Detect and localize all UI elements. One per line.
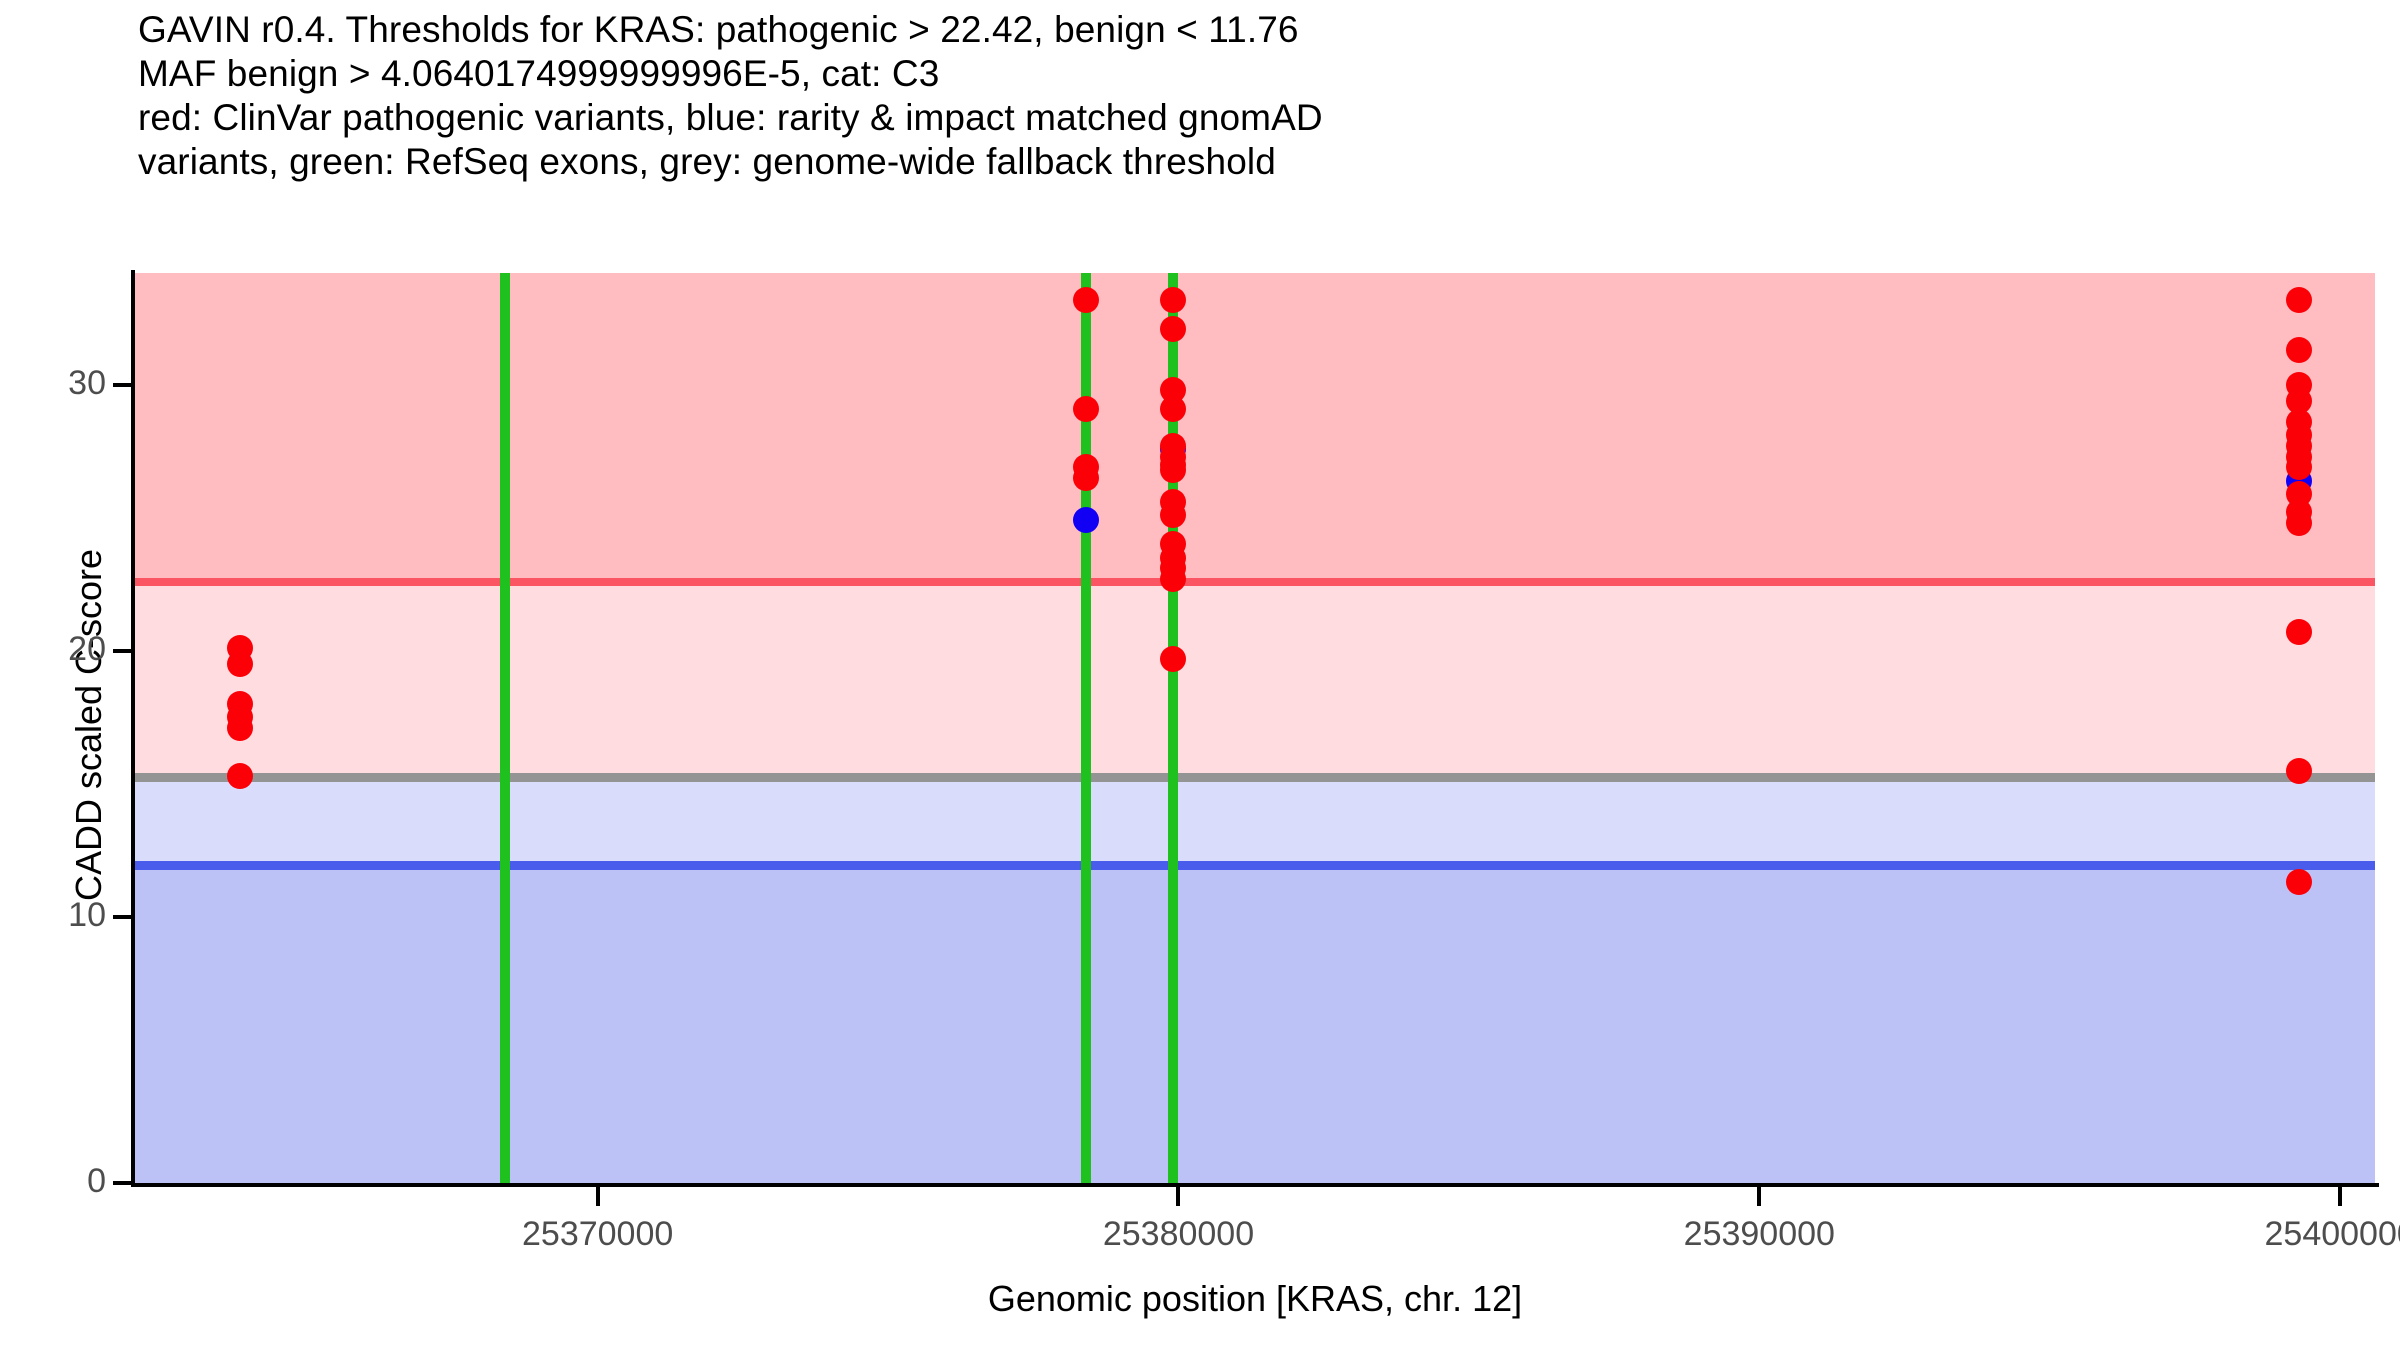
x-tick-mark-25380000 [1176,1187,1181,1206]
gnomad-variant-point [1072,507,1099,534]
x-tick-mark-25390000 [1757,1187,1762,1206]
y-tick-mark-10 [113,914,132,919]
x-tick-label-25400000: 25400000 [2264,1215,2400,1253]
clinvar-pathogenic-point [226,651,253,678]
x-tick-mark-25400000 [2338,1187,2343,1206]
plot-title: GAVIN r0.4. Thresholds for KRAS: pathoge… [138,8,2378,184]
clinvar-pathogenic-point [2286,869,2313,896]
y-axis-line [131,270,135,1186]
exon-line-2 [1080,273,1091,1183]
x-tick-mark-25370000 [595,1187,600,1206]
clinvar-pathogenic-point [2286,337,2313,364]
clinvar-pathogenic-point [1072,464,1099,491]
exon-line-3 [1167,273,1178,1183]
clinvar-pathogenic-point [1159,645,1186,672]
clinvar-pathogenic-point [1159,456,1186,483]
y-axis-title: CADD scaled C-score [68,548,109,902]
benign-zone [133,870,2375,1183]
plot-title-line-1: GAVIN r0.4. Thresholds for KRAS: pathoge… [138,9,1299,50]
plot-panel [133,273,2375,1183]
clinvar-pathogenic-point [2286,757,2313,784]
clinvar-pathogenic-point [226,715,253,741]
pathogenic-zone [133,273,2375,587]
y-tick-mark-0 [113,1181,132,1185]
plot-title-line-2: MAF benign > 4.0640174999999996E-5, cat:… [138,53,940,94]
y-tick-mark-30 [113,382,132,387]
clinvar-pathogenic-point [1072,286,1099,313]
clinvar-pathogenic-point [2286,510,2313,537]
clinvar-pathogenic-point [1159,395,1186,422]
x-tick-label-25380000: 25380000 [1102,1215,1255,1253]
clinvar-pathogenic-point [1072,395,1099,422]
clinvar-pathogenic-point [1159,286,1186,313]
y-tick-label-0: 0 [87,1162,106,1200]
x-axis-title: Genomic position [KRAS, chr. 12] [987,1278,1523,1319]
y-tick-label-20: 20 [68,629,106,668]
clinvar-pathogenic-point [1159,315,1186,342]
y-tick-label-30: 30 [68,363,106,402]
clinvar-pathogenic-point [2286,286,2313,313]
plot-title-line-4: variants, green: RefSeq exons, grey: gen… [138,141,1276,182]
x-tick-label-25390000: 25390000 [1683,1215,1835,1253]
clinvar-pathogenic-point [2286,619,2313,646]
vous-zone [133,586,2375,783]
exon-line-1 [499,273,510,1183]
y-tick-mark-20 [113,648,132,653]
clinvar-pathogenic-point [2286,454,2313,481]
x-tick-label-25370000: 25370000 [522,1215,674,1253]
clinvar-pathogenic-point [1159,502,1186,529]
clinvar-pathogenic-point [1159,565,1186,592]
plot-title-line-3: red: ClinVar pathogenic variants, blue: … [138,97,1323,138]
clinvar-pathogenic-point [226,762,253,789]
x-axis-line [131,1183,2379,1187]
benign-upper-zone [133,782,2375,871]
y-tick-label-10: 10 [68,895,106,934]
